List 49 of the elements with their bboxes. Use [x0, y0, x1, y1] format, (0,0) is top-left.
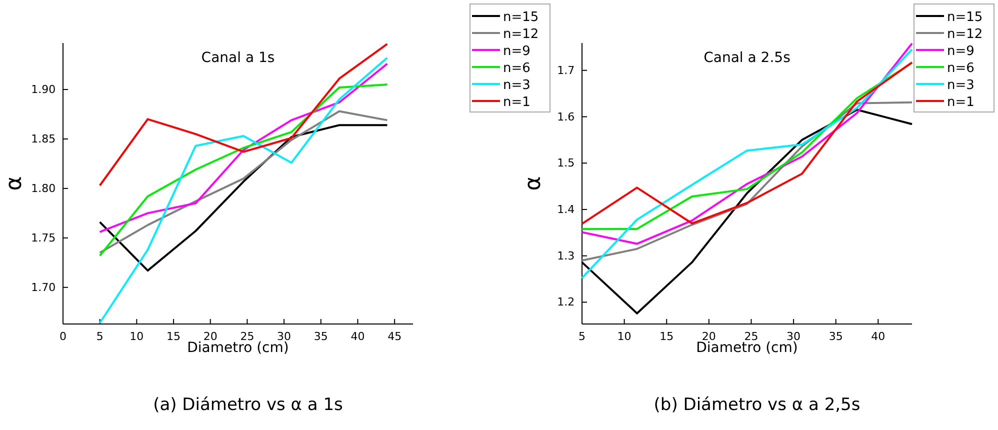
x-tick-label: 15 — [660, 330, 674, 344]
y-tick-label: 1.2 — [557, 296, 575, 309]
y-tick-label: 1.85 — [31, 132, 56, 146]
x-tick-label: 40 — [871, 330, 886, 344]
line-series — [98, 42, 388, 186]
legend-label: n=6 — [503, 61, 530, 76]
legend-label: n=3 — [947, 78, 974, 93]
line-series — [98, 84, 388, 257]
text: Canal a 1s — [201, 50, 275, 66]
legend-label: n=15 — [947, 10, 983, 25]
y-tick-label: 1.3 — [557, 249, 575, 262]
line-series — [581, 101, 913, 262]
legend-label: n=9 — [503, 44, 530, 59]
x-tick-label: 5 — [578, 330, 586, 344]
legend-label: n=6 — [947, 61, 974, 76]
y-axis-title: α — [521, 176, 546, 191]
x-tick-label: 40 — [350, 330, 365, 344]
line-series — [98, 110, 388, 254]
x-tick-label: 10 — [130, 330, 144, 344]
y-tick-label: 1.70 — [31, 280, 56, 294]
text: (b) Diámetro vs α a 2,5s — [654, 395, 860, 415]
y-tick-label: 1.90 — [31, 83, 56, 96]
text: (a) Diámetro vs α a 1s — [153, 395, 344, 415]
legend-label: n=12 — [947, 27, 983, 42]
legend-label: n=12 — [503, 27, 539, 42]
y-tick-label: 1.75 — [31, 231, 56, 244]
legend-label: n=15 — [503, 10, 539, 25]
line-series — [581, 48, 913, 280]
legend-label: n=3 — [503, 78, 530, 93]
x-tick-label: 10 — [617, 330, 632, 344]
y-tick-label: 1.6 — [557, 110, 575, 124]
y-tick-label: 1.7 — [557, 64, 575, 77]
legend-label: n=1 — [503, 95, 530, 110]
y-tick-label: 1.4 — [557, 202, 575, 216]
y-tick-label: 1.80 — [31, 182, 56, 195]
x-tick-label: 45 — [388, 330, 402, 344]
x-tick-label: 35 — [314, 330, 328, 344]
x-tick-label: 0 — [60, 330, 66, 344]
line-series — [581, 42, 913, 245]
x-tick-label: 15 — [166, 330, 181, 344]
text: Canal a 2.5s — [704, 50, 790, 66]
x-tick-label: 35 — [828, 330, 843, 344]
y-axis-title: α — [2, 176, 27, 191]
line-series — [98, 62, 388, 233]
legend-label: n=1 — [947, 95, 974, 110]
y-tick-label: 1.5 — [557, 156, 575, 170]
line-series — [98, 124, 388, 272]
x-tick-label: 5 — [96, 330, 104, 344]
legend-label: n=9 — [947, 44, 974, 59]
